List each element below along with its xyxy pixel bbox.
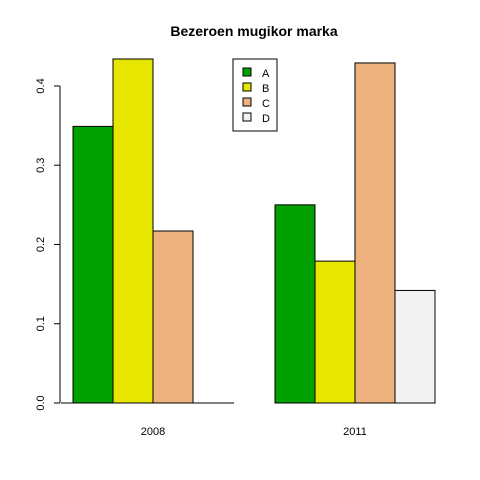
bar-b-2008 (112, 58, 154, 404)
legend-swatch-d (242, 112, 252, 122)
bar-c-2008 (152, 230, 194, 404)
legend-swatch-a (242, 67, 252, 77)
y-tick-label: 0.4 (35, 78, 47, 93)
legend-label-a: A (262, 68, 270, 80)
x-category-label: 2011 (343, 426, 367, 438)
y-tick-label: 0.1 (35, 316, 47, 331)
y-axis: 0.0 0.1 0.2 0.3 0.4 (35, 78, 61, 411)
bar-a-2008 (72, 125, 114, 404)
legend-label-b: B (262, 83, 269, 95)
legend-box (232, 58, 278, 132)
bar-c-2011 (354, 62, 396, 404)
y-tick-label: 0.2 (35, 237, 47, 252)
bar-d-2011 (394, 289, 436, 404)
legend-label-c: C (262, 98, 270, 110)
legend-label-d: D (262, 113, 270, 125)
y-tick-label: 0.3 (35, 158, 47, 173)
bar-a-2011 (274, 204, 316, 404)
x-category-label: 2008 (141, 426, 165, 438)
bar-b-2011 (314, 260, 356, 404)
legend-swatch-b (242, 82, 252, 92)
y-tick-label: 0.0 (35, 395, 47, 410)
legend-swatch-c (242, 97, 252, 107)
x-axis: 2008 2011 (61, 402, 367, 438)
bars-layer (72, 58, 436, 404)
chart-title: Bezeroen mugikor marka (170, 23, 337, 39)
